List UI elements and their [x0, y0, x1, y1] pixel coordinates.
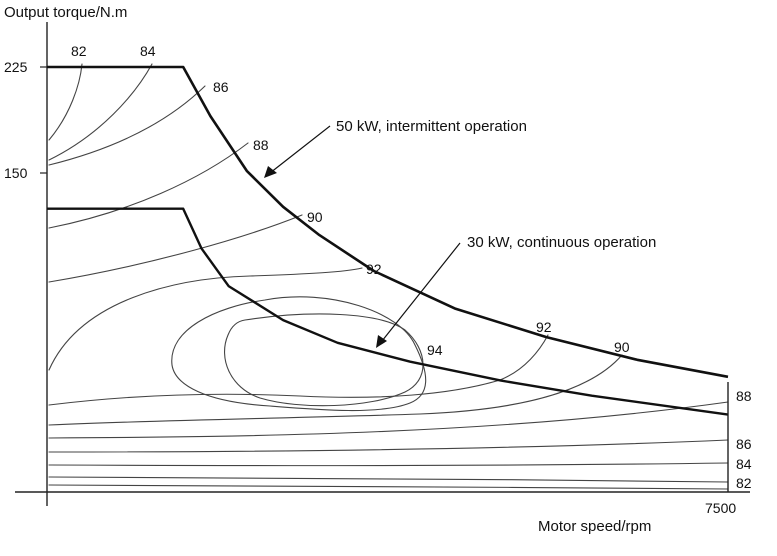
- contour-92-inner: [48, 267, 363, 371]
- contour-88-bottom: [48, 401, 729, 439]
- annotation-50kw: 50 kW, intermittent operation: [264, 118, 527, 178]
- annotation-50kw-arrow: [269, 125, 331, 174]
- contour-82-bottom: [48, 476, 729, 483]
- x-axis-title: Motor speed/rpm: [538, 518, 651, 535]
- contour-label-88-edge: 88: [736, 388, 752, 404]
- contour-label-84-top: 84: [140, 43, 156, 59]
- contour-label-82-top: 82: [71, 43, 87, 59]
- contour-90-outer: [48, 354, 623, 426]
- annotation-30kw-text: 30 kW, continuous operation: [467, 234, 656, 251]
- annotation-30kw-arrow: [381, 242, 461, 342]
- contour-88-inner: [48, 142, 249, 229]
- contour-84-top: [48, 63, 153, 161]
- contour-label-86-edge: 86: [736, 436, 752, 452]
- contour-82-top: [48, 63, 83, 141]
- annotation-50kw-arrowhead: [264, 166, 277, 178]
- contour-label-86-top: 86: [213, 79, 229, 95]
- contour-label-90-top: 90: [307, 209, 323, 225]
- contour-label-92-right: 92: [536, 319, 552, 335]
- efficiency-contours: [48, 63, 729, 490]
- contour-label-88-top: 88: [253, 137, 269, 153]
- y-tick-label-150: 150: [4, 165, 28, 181]
- contour-86-bottom: [48, 439, 729, 453]
- envelope-30kw-continuous: [47, 207, 729, 416]
- contour-label-84-edge: 84: [736, 456, 752, 472]
- contour-93-ring: [171, 296, 427, 412]
- annotation-50kw-text: 50 kW, intermittent operation: [336, 118, 527, 135]
- y-axis-title: Output torque/N.m: [4, 4, 127, 21]
- annotation-30kw: 30 kW, continuous operation: [376, 234, 656, 348]
- envelope-50kw-intermittent: [47, 65, 729, 379]
- contour-label-90-right: 90: [614, 339, 630, 355]
- contour-84-bottom: [48, 462, 729, 467]
- contour-labels: 82 84 86 88 90 92 92 90 94 88 86 84 82: [71, 43, 752, 491]
- contour-label-94: 94: [427, 342, 443, 358]
- x-tick-label-7500: 7500: [705, 500, 736, 516]
- contour-90-inner: [48, 214, 303, 283]
- contour-94-island: [224, 313, 424, 407]
- contour-80-bottom: [48, 484, 729, 490]
- contour-92-outer: [48, 334, 549, 406]
- contour-label-82-edge: 82: [736, 475, 752, 491]
- y-tick-label-225: 225: [4, 59, 28, 75]
- annotation-30kw-arrowhead: [376, 335, 387, 348]
- contour-label-92-top: 92: [366, 261, 382, 277]
- contour-86-inner: [48, 85, 206, 166]
